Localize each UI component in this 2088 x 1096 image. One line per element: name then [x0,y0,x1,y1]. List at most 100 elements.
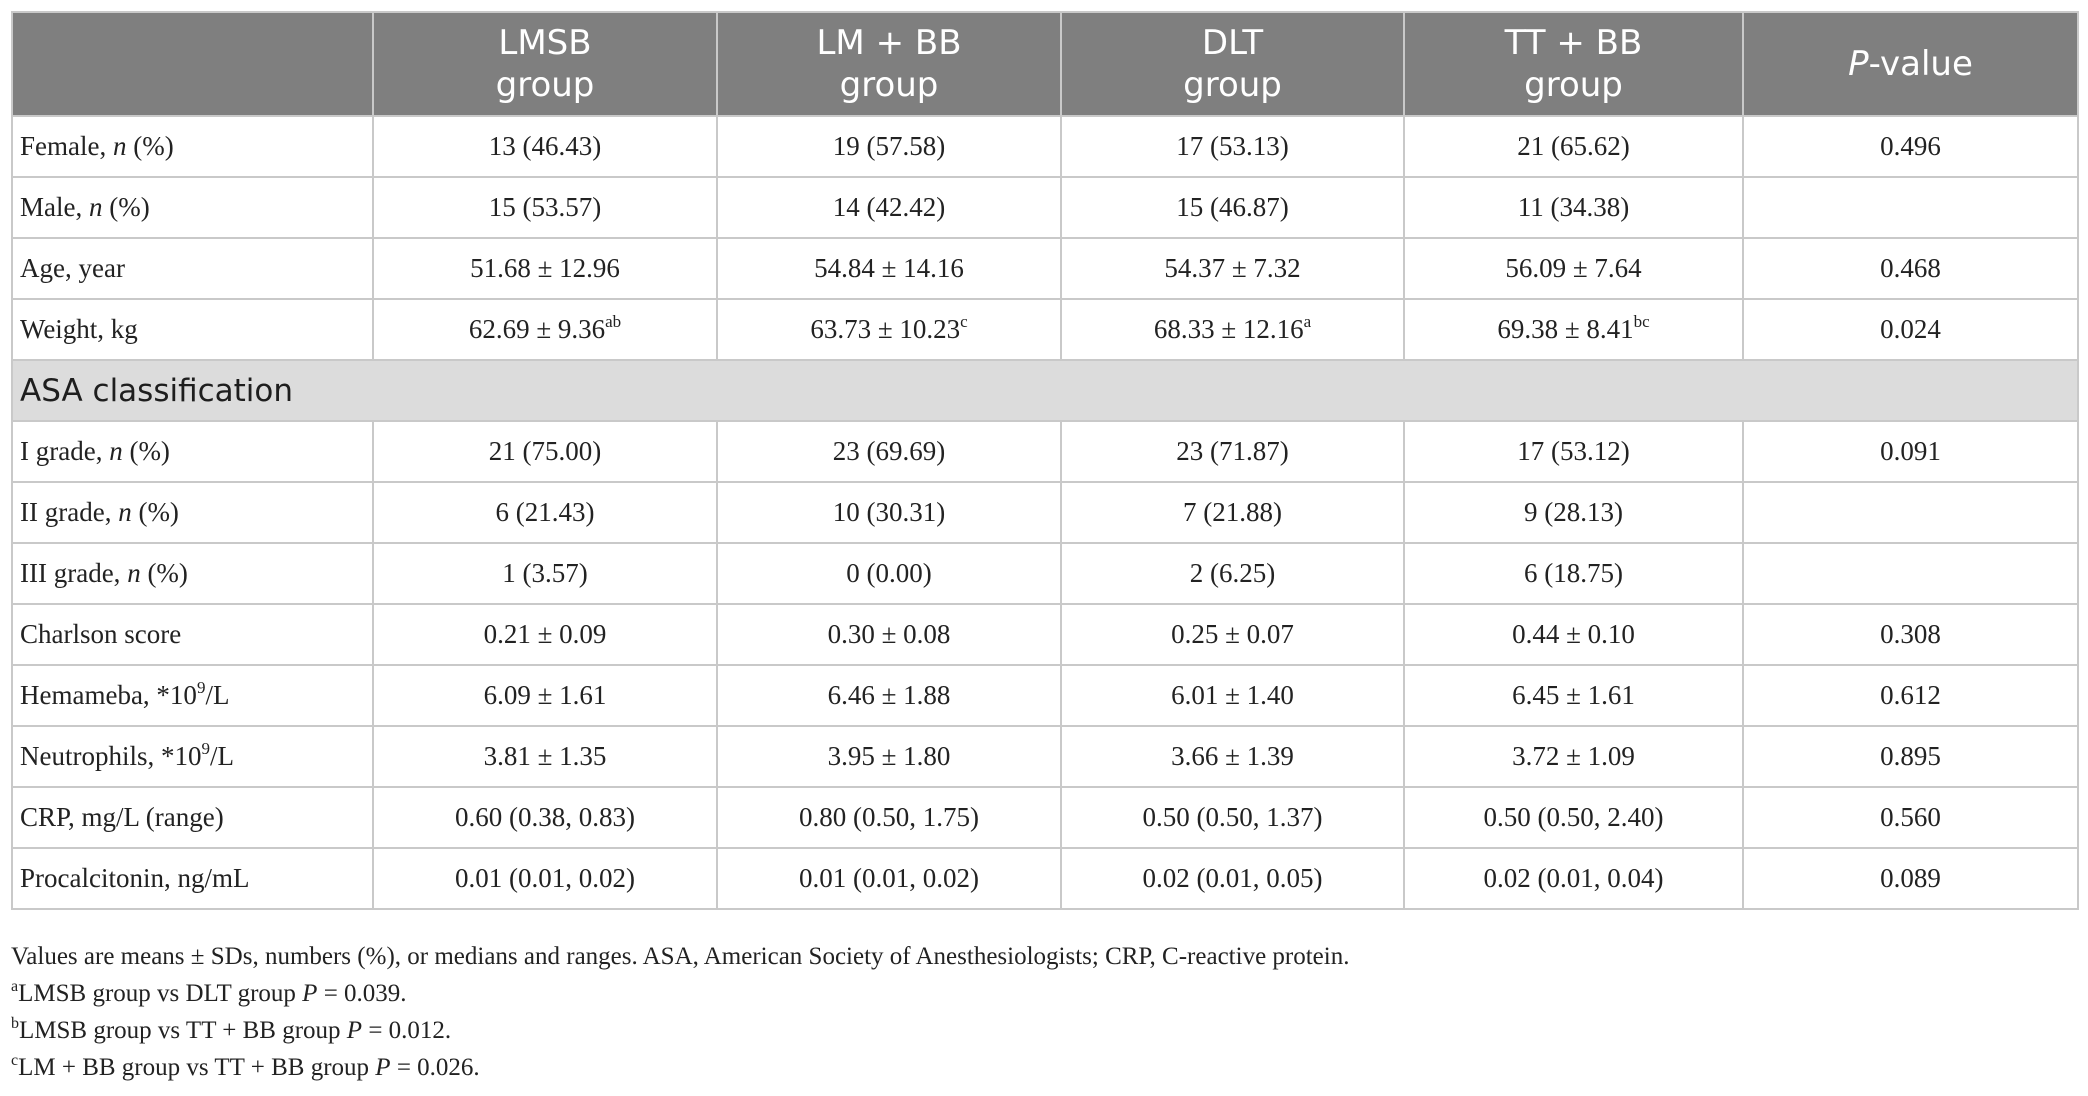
footnote-mark: b [11,1015,19,1032]
cell-value: 0.01 (0.01, 0.02) [455,863,635,893]
p-value-cell: 0.308 [1742,603,2079,666]
cell-value: 6.09 ± 1.61 [483,680,607,710]
cell-value: 15 (46.87) [1176,192,1289,222]
cell-value: 3.66 ± 1.39 [1171,741,1294,771]
row-label-italic: n [109,436,123,466]
header-p-rest: -value [1868,44,1973,84]
table-row: Procalcitonin, ng/mL 0.01 (0.01, 0.02) 0.0… [11,847,2079,910]
table-row: II grade, n (%) 6 (21.43) 10 (30.31) 7 (21.… [11,481,2079,544]
header-p-value: P-value [1742,11,2079,117]
value-cell: 0.50 (0.50, 1.37) [1060,786,1405,849]
footnote-value: = 0.026. [390,1054,480,1081]
value-cell: 2 (6.25) [1060,542,1405,605]
section-label: ASA classification [11,359,2079,422]
table-header-row: LMSB group LM + BB group DLT group TT + … [11,11,2079,117]
cell-value: 6 (18.75) [1524,558,1623,588]
cell-value: 0.50 (0.50, 1.37) [1142,802,1323,832]
value-cell: 13 (46.43) [372,115,718,178]
cell-value: 11 (34.38) [1517,192,1630,222]
cell-value: 0.024 [1880,314,1941,344]
value-cell: 0.02 (0.01, 0.05) [1060,847,1405,910]
cell-value: 6 (21.43) [495,497,595,527]
cell-value: 0.560 [1880,802,1941,832]
value-cell: 17 (53.12) [1403,420,1744,483]
value-cell: 3.81 ± 1.35 [372,725,718,788]
footnote-items: aLMSB group vs DLT group P = 0.039. bLMSB… [11,975,2077,1086]
row-label-text: Female, [20,131,113,161]
value-cell: 6 (21.43) [372,481,718,544]
value-cell: 9 (28.13) [1403,481,1744,544]
table-row: Charlson score 0.21 ± 0.09 0.30 ± 0.08 0.25… [11,603,2079,666]
row-label: Weight, kg [11,298,374,361]
section-row: ASA classification [11,359,2079,422]
row-label-italic: n [88,192,103,222]
value-cell: 0.30 ± 0.08 [716,603,1062,666]
row-label: Hemameba, *109/L [11,664,374,727]
cell-value: 6.45 ± 1.61 [1512,680,1635,710]
value-cell: 68.33 ± 12.16a [1060,298,1405,361]
row-label-italic: n [127,558,141,588]
value-cell: 0.21 ± 0.09 [372,603,718,666]
value-cell: 51.68 ± 12.96 [372,237,718,300]
cell-value: 0.30 ± 0.08 [827,619,951,649]
table-row: Male, n (%) 15 (53.57) 14 (42.42) 15 (46.87… [11,176,2079,239]
cell-value: 0.80 (0.50, 1.75) [799,802,979,832]
row-label-text: II grade, [20,497,119,527]
cell-value: 2 (6.25) [1189,558,1276,588]
value-cell: 0.02 (0.01, 0.04) [1403,847,1744,910]
cell-value: 0.308 [1880,619,1941,649]
row-label-text: Age, year [20,253,125,283]
cell-value: 1 (3.57) [502,558,588,588]
row-label-suffix: /L [210,741,234,771]
row-label-text: Charlson score [20,619,182,649]
value-cell: 0.01 (0.01, 0.02) [372,847,718,910]
footnote-mark: a [11,978,19,995]
cell-value: 54.37 ± 7.32 [1164,253,1301,283]
value-cell: 15 (53.57) [372,176,718,239]
cell-value: 0.091 [1880,436,1941,466]
cell-value: 0.21 ± 0.09 [483,619,607,649]
value-cell: 21 (75.00) [372,420,718,483]
row-label: CRP, mg/L (range) [11,786,374,849]
value-cell: 0 (0.00) [716,542,1062,605]
row-label: Neutrophils, *109/L [11,725,374,788]
row-label-text: I grade, [20,436,110,466]
cell-value: 6.46 ± 1.88 [827,680,951,710]
footnote-item: bLMSB group vs TT + BB group P = 0.012. [11,1012,2077,1049]
value-cell: 54.84 ± 14.16 [716,237,1062,300]
value-cell: 3.72 ± 1.09 [1403,725,1744,788]
cell-value: 3.72 ± 1.09 [1512,741,1635,771]
row-label: Female, n (%) [11,115,374,178]
header-blank [11,11,374,117]
p-value-cell: 0.089 [1742,847,2079,910]
table-row: Female, n (%) 13 (46.43) 19 (57.58) 17 (53.… [11,115,2079,178]
row-label-text: Male, [20,192,89,222]
cell-value: 23 (69.69) [832,436,946,466]
table-footnotes: Values are means ± SDs, numbers (%), or … [11,938,2077,1086]
p-value-cell: 0.496 [1742,115,2079,178]
value-cell: 6.45 ± 1.61 [1403,664,1744,727]
value-cell: 69.38 ± 8.41bc [1403,298,1744,361]
cell-value: 3.95 ± 1.80 [827,741,951,771]
cell-value: 7 (21.88) [1183,497,1282,527]
value-cell: 0.01 (0.01, 0.02) [716,847,1062,910]
cell-superscript: c [960,312,968,331]
cell-value: 0.44 ± 0.10 [1512,619,1635,649]
cell-value: 0.02 (0.01, 0.05) [1142,863,1323,893]
cell-value: 0.468 [1880,253,1941,283]
header-lmsb-group: LMSB group [372,11,718,117]
footnote-p: P [375,1054,391,1081]
value-cell: 56.09 ± 7.64 [1403,237,1744,300]
footnote-p: P [346,1017,363,1044]
value-cell: 10 (30.31) [716,481,1062,544]
cell-value: 63.73 ± 10.23 [810,314,961,344]
row-label-suffix: (%) [126,131,174,161]
cell-value: 0.60 (0.38, 0.83) [455,802,635,832]
table-row: Neutrophils, *109/L 3.81 ± 1.35 3.95 ± 1.8… [11,725,2079,788]
row-label: III grade, n (%) [11,542,374,605]
row-label-suffix: /L [205,680,230,710]
row-label-suffix: (%) [131,497,179,527]
row-label-italic: n [118,497,132,527]
cell-value: 0.895 [1880,741,1941,771]
value-cell: 0.60 (0.38, 0.83) [372,786,718,849]
